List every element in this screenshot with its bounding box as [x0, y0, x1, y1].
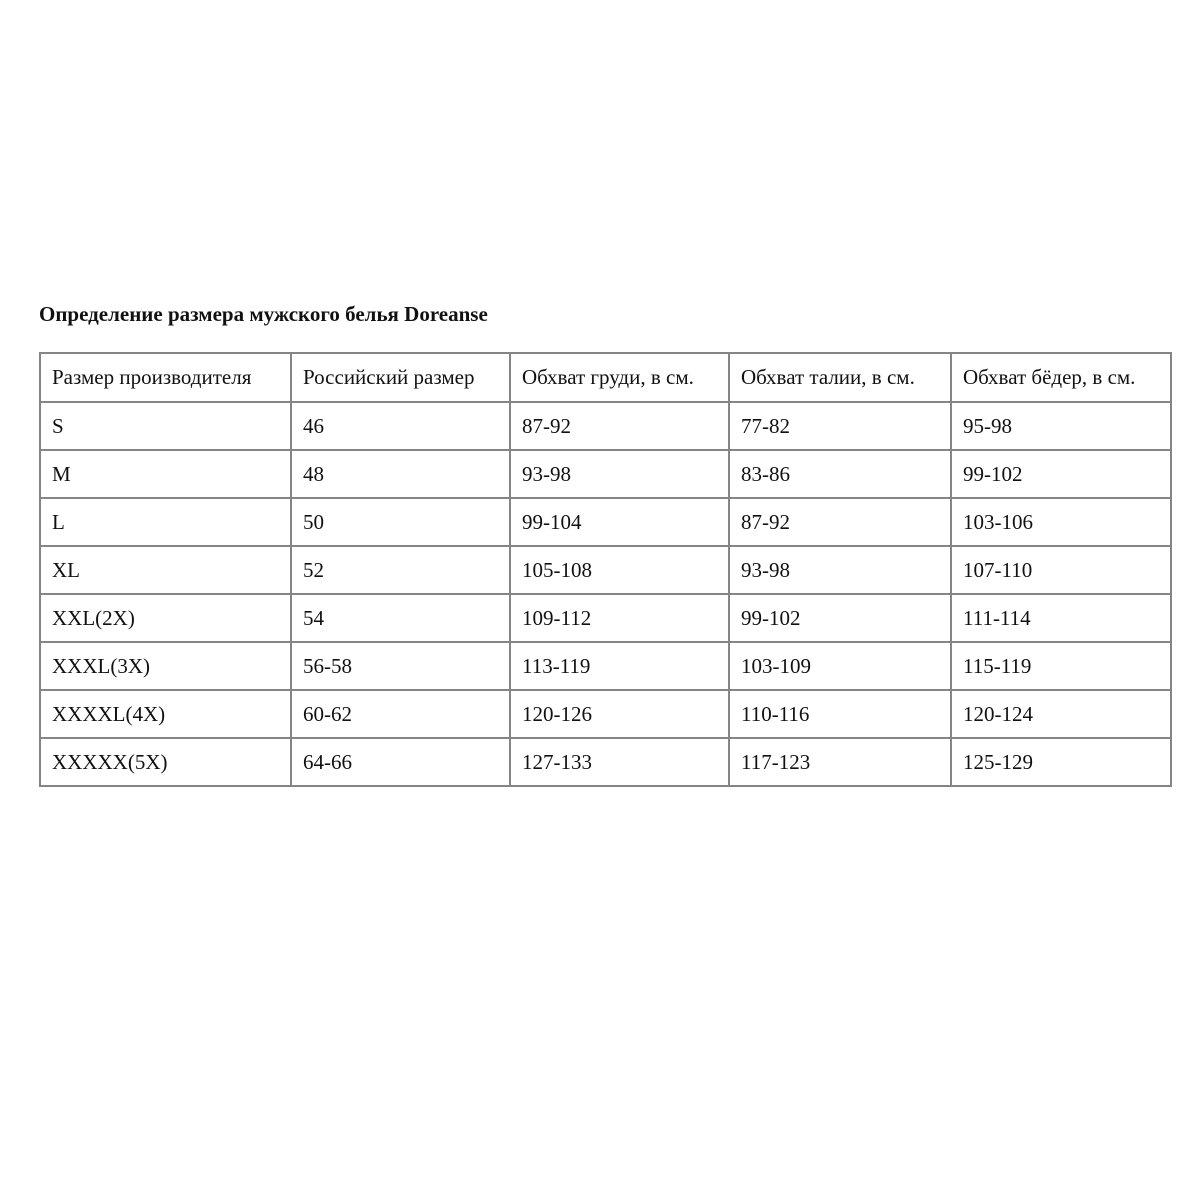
table-cell: L — [39, 497, 292, 547]
table-cell: XL — [39, 545, 292, 595]
table-cell: 120-124 — [950, 689, 1172, 739]
header-cell: Обхват талии, в см. — [728, 352, 952, 403]
table-cell: 99-102 — [950, 449, 1172, 499]
table-row: XXXXL(4X) 60-62 120-126 110-116 120-124 — [39, 689, 1172, 739]
table-cell: 83-86 — [728, 449, 952, 499]
table-cell: 60-62 — [290, 689, 511, 739]
table-cell: S — [39, 401, 292, 451]
table-cell: XXXXL(4X) — [39, 689, 292, 739]
table-cell: 113-119 — [509, 641, 730, 691]
table-cell: 99-104 — [509, 497, 730, 547]
table-cell: 87-92 — [509, 401, 730, 451]
header-cell: Обхват бёдер, в см. — [950, 352, 1172, 403]
table-row: L 50 99-104 87-92 103-106 — [39, 497, 1172, 547]
table-cell: 64-66 — [290, 737, 511, 787]
table-cell: 95-98 — [950, 401, 1172, 451]
table-cell: 48 — [290, 449, 511, 499]
table-cell: 120-126 — [509, 689, 730, 739]
table-cell: 110-116 — [728, 689, 952, 739]
table-cell: 103-106 — [950, 497, 1172, 547]
header-cell: Обхват груди, в см. — [509, 352, 730, 403]
table-cell: 56-58 — [290, 641, 511, 691]
table-cell: M — [39, 449, 292, 499]
table-cell: 125-129 — [950, 737, 1172, 787]
table-cell: 87-92 — [728, 497, 952, 547]
table-cell: 99-102 — [728, 593, 952, 643]
table-cell: 52 — [290, 545, 511, 595]
table-cell: 107-110 — [950, 545, 1172, 595]
table-cell: 46 — [290, 401, 511, 451]
table-header-row: Размер производителя Российский размер Обх… — [39, 352, 1172, 403]
table-cell: 127-133 — [509, 737, 730, 787]
table-cell: 109-112 — [509, 593, 730, 643]
size-table: Размер производителя Российский размер Обх… — [39, 352, 1172, 787]
table-row: M 48 93-98 83-86 99-102 — [39, 449, 1172, 499]
table-cell: 93-98 — [728, 545, 952, 595]
table-cell: 115-119 — [950, 641, 1172, 691]
table-row: XXXXX(5X) 64-66 127-133 117-123 125-129 — [39, 737, 1172, 787]
table-cell: XXL(2X) — [39, 593, 292, 643]
page-title: Определение размера мужского белья Dorea… — [39, 302, 488, 326]
table-row: S 46 87-92 77-82 95-98 — [39, 401, 1172, 451]
table-cell: 77-82 — [728, 401, 952, 451]
table-cell: XXXXX(5X) — [39, 737, 292, 787]
table-row: XXL(2X) 54 109-112 99-102 111-114 — [39, 593, 1172, 643]
table-cell: 93-98 — [509, 449, 730, 499]
table-cell: 111-114 — [950, 593, 1172, 643]
table-cell: 54 — [290, 593, 511, 643]
table-row: XL 52 105-108 93-98 107-110 — [39, 545, 1172, 595]
table-cell: 50 — [290, 497, 511, 547]
table-cell: 103-109 — [728, 641, 952, 691]
table-row: XXXL(3X) 56-58 113-119 103-109 115-119 — [39, 641, 1172, 691]
table-cell: XXXL(3X) — [39, 641, 292, 691]
table-cell: 105-108 — [509, 545, 730, 595]
table-cell: 117-123 — [728, 737, 952, 787]
header-cell: Российский размер — [290, 352, 511, 403]
header-cell: Размер производителя — [39, 352, 292, 403]
